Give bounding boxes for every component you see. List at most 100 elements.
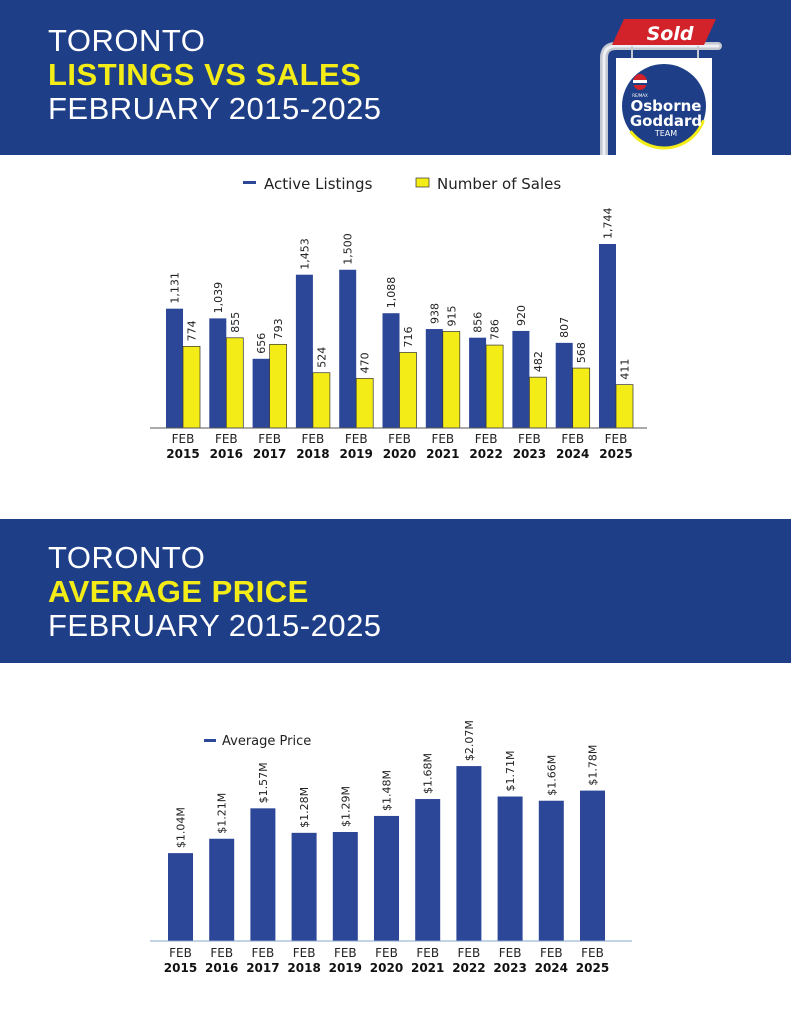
bar-active-listings-2018 [295, 274, 313, 428]
x-tick-month: FEB [172, 432, 195, 446]
x-tick-month: FEB [345, 432, 368, 446]
data-label-number-of-sales-2024: 568 [575, 342, 588, 363]
data-label-average-price-2016: $1.21M [216, 793, 229, 834]
data-label-average-price-2022: $2.07M [463, 720, 476, 761]
data-label-average-price-2015: $1.04M [175, 807, 188, 848]
sold-sign-logo: Sold RE/MAX Osborne Goddard TEAM [600, 19, 722, 155]
bar-average-price-2019 [332, 831, 358, 941]
data-label-average-price-2018: $1.28M [298, 787, 311, 828]
x-tick-month: FEB [605, 432, 628, 446]
bar-active-listings-2022 [469, 337, 487, 428]
bar-average-price-2021 [415, 799, 441, 941]
x-tick-year: 2015 [164, 961, 197, 975]
x-tick-month: FEB [475, 432, 498, 446]
data-label-active-listings-2025: 1,744 [602, 208, 615, 240]
data-label-active-listings-2023: 920 [515, 305, 528, 326]
x-tick-year: 2021 [411, 961, 444, 975]
data-label-average-price-2021: $1.68M [422, 753, 435, 794]
bar-number-of-sales-2016 [225, 337, 244, 429]
header-title: AVERAGE PRICE [48, 574, 309, 609]
x-tick-month: FEB [581, 946, 604, 960]
listings-vs-sales-chart: Active Listings Number of Sales 1,131 774… [150, 175, 647, 461]
bar-average-price-2025 [580, 790, 605, 941]
header-banner-price: TORONTO AVERAGE PRICE FEBRUARY 2015-2025 [0, 519, 791, 663]
data-label-number-of-sales-2016: 855 [229, 312, 242, 333]
data-label-average-price-2024: $1.66M [545, 755, 558, 796]
data-label-active-listings-2017: 656 [255, 333, 268, 354]
bar-number-of-sales-2024 [572, 367, 591, 429]
x-tick-month: FEB [518, 432, 541, 446]
data-label-number-of-sales-2020: 716 [402, 326, 415, 347]
data-label-number-of-sales-2022: 786 [489, 319, 502, 340]
x-tick-year: 2024 [535, 961, 568, 975]
bar-number-of-sales-2023 [529, 376, 547, 429]
legend-label-active-listings: Active Listings [264, 175, 373, 193]
bar-number-of-sales-2017 [269, 343, 287, 429]
x-tick-month: FEB [561, 432, 584, 446]
header-period: FEBRUARY 2015-2025 [48, 608, 382, 643]
bar-number-of-sales-2020 [399, 352, 417, 429]
legend-swatch-active-listings [243, 181, 256, 184]
logo-name2: Goddard [630, 112, 702, 130]
x-tick-year: 2019 [329, 961, 362, 975]
x-tick-year: 2020 [383, 447, 416, 461]
bar-number-of-sales-2025 [615, 384, 634, 429]
bar-active-listings-2024 [555, 342, 573, 428]
legend-swatch-number-of-sales [415, 177, 430, 188]
data-label-active-listings-2015: 1,131 [169, 272, 182, 304]
bar-average-price-2023 [497, 796, 523, 941]
sold-text: Sold [647, 23, 694, 45]
header-city: TORONTO [48, 540, 206, 575]
logo-name1: Osborne [631, 97, 702, 115]
bar-active-listings-2020 [382, 313, 400, 428]
x-tick-year: 2020 [370, 961, 403, 975]
x-tick-month: FEB [252, 946, 275, 960]
chart1-legend: Active Listings Number of Sales [243, 175, 561, 193]
bar-number-of-sales-2019 [355, 378, 374, 429]
bar-number-of-sales-2021 [442, 331, 461, 429]
x-tick-month: FEB [258, 432, 281, 446]
bar-active-listings-2021 [425, 329, 443, 428]
bar-active-listings-2019 [339, 269, 357, 428]
bar-average-price-2017 [250, 808, 276, 941]
data-label-average-price-2020: $1.48M [381, 770, 394, 811]
x-tick-month: FEB [302, 432, 325, 446]
bar-active-listings-2016 [209, 318, 227, 428]
x-tick-year: 2022 [469, 447, 502, 461]
data-label-active-listings-2019: 1,500 [342, 233, 355, 265]
x-tick-year: 2015 [166, 447, 199, 461]
data-label-average-price-2023: $1.71M [504, 751, 517, 792]
bar-active-listings-2023 [512, 330, 530, 428]
data-label-number-of-sales-2023: 482 [532, 351, 545, 372]
x-tick-year: 2025 [576, 961, 609, 975]
x-tick-month: FEB [210, 946, 233, 960]
bar-active-listings-2025 [599, 244, 616, 428]
data-label-number-of-sales-2018: 524 [315, 347, 328, 368]
data-label-number-of-sales-2019: 470 [359, 352, 372, 373]
bar-number-of-sales-2018 [312, 372, 331, 429]
data-label-active-listings-2024: 807 [558, 317, 571, 338]
data-label-average-price-2019: $1.29M [339, 786, 352, 827]
x-tick-year: 2018 [296, 447, 329, 461]
legend-label-number-of-sales: Number of Sales [437, 175, 561, 193]
data-label-average-price-2017: $1.57M [257, 762, 270, 803]
bar-number-of-sales-2022 [485, 344, 504, 429]
header-period: FEBRUARY 2015-2025 [48, 91, 382, 126]
x-tick-year: 2019 [339, 447, 372, 461]
header-title: LISTINGS VS SALES [48, 57, 362, 92]
x-tick-month: FEB [215, 432, 238, 446]
x-tick-month: FEB [388, 432, 411, 446]
x-tick-month: FEB [293, 946, 316, 960]
brand-text: RE/MAX [632, 93, 648, 98]
data-label-average-price-2025: $1.78M [587, 745, 600, 786]
x-tick-year: 2017 [253, 447, 286, 461]
bar-average-price-2018 [291, 832, 317, 941]
x-tick-year: 2022 [452, 961, 485, 975]
x-tick-month: FEB [431, 432, 454, 446]
legend-label-average-price: Average Price [222, 734, 311, 749]
x-tick-year: 2021 [426, 447, 459, 461]
x-tick-year: 2018 [287, 961, 320, 975]
x-tick-month: FEB [416, 946, 439, 960]
bar-average-price-2022 [456, 766, 482, 941]
data-label-number-of-sales-2025: 411 [619, 359, 632, 380]
